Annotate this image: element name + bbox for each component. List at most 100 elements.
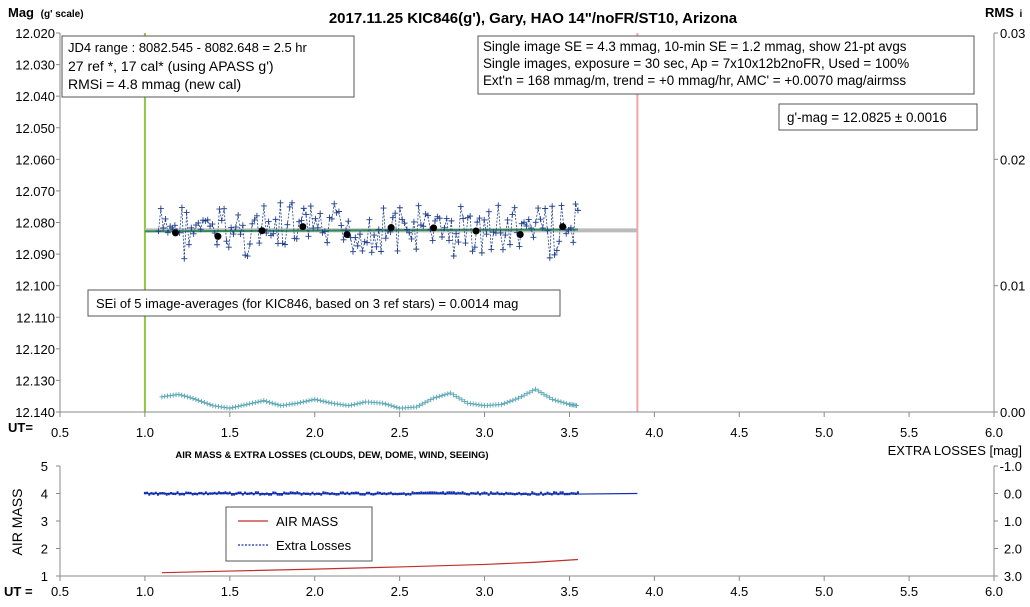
top-magnitude-point (521, 219, 528, 226)
extra-losses-point (402, 492, 405, 495)
refs-text: 27 ref *, 17 cal* (using APASS g') (68, 58, 274, 74)
extra-losses-point (398, 492, 401, 496)
top-y-tick-label: 12.030 (15, 58, 55, 73)
extra-losses-point (263, 492, 266, 496)
top-rms-point (207, 402, 213, 408)
top-rms-point (431, 395, 437, 401)
bottom-x-tick-label: 3.5 (560, 584, 578, 599)
top-magnitude-point (221, 205, 228, 212)
top-magnitude-point (349, 248, 356, 255)
extra-losses-point (248, 492, 251, 495)
top-magnitude-point (516, 243, 523, 250)
top-magnitude-point (214, 241, 221, 248)
extra-losses-point (298, 492, 301, 495)
extra-losses-point (315, 492, 318, 495)
top-magnitude-point (572, 201, 579, 208)
top-rms-point (462, 398, 468, 404)
extra-losses-point (307, 492, 310, 495)
extra-losses-point (237, 491, 240, 494)
extra-losses-point (542, 493, 545, 496)
extra-losses-point (396, 492, 399, 496)
top-magnitude-point (253, 212, 260, 219)
bottom-y2-tick-label: -1.0 (1000, 459, 1022, 474)
extn-text: Ext'n = 168 mmag/m, trend = +0 mmag/hr, … (483, 73, 906, 88)
extra-losses-point (494, 492, 497, 495)
extra-losses-point (167, 492, 170, 496)
top-rms-point (459, 397, 465, 403)
extra-losses-point (520, 492, 523, 496)
top-rms-point (312, 396, 318, 402)
top-rms-point (252, 400, 258, 406)
top-magnitude-point (406, 229, 413, 236)
extra-losses-point (394, 492, 397, 496)
top-y-tick-label: 12.140 (15, 405, 55, 420)
top-magnitude-point (167, 223, 174, 230)
extra-losses-point (424, 491, 427, 495)
extra-losses-point (239, 491, 242, 494)
top-y-tick-label: 12.130 (15, 373, 55, 388)
top-magnitude-point (352, 234, 359, 241)
extra-losses-point (415, 492, 418, 495)
top-rms-point (320, 398, 326, 404)
top-rms-point (298, 400, 304, 406)
top-rms-point (360, 400, 366, 406)
top-x-tick-label: 4.0 (645, 425, 663, 440)
top-magnitude-point (553, 247, 560, 254)
top-rms-point (199, 398, 205, 404)
top-rms-point (513, 396, 519, 402)
top-rms-point (244, 401, 250, 407)
top-rms-point (510, 397, 516, 403)
extra-losses-point (189, 491, 192, 495)
top-average-point (299, 223, 307, 231)
extra-losses-point (170, 491, 173, 495)
extra-losses-point (413, 492, 416, 495)
top-chart-title: 2017.11.25 KIC846(g'), Gary, HAO 14"/noF… (329, 10, 738, 27)
top-magnitude-point (478, 249, 485, 256)
top-magnitude-point (293, 235, 300, 242)
top-rms-point (518, 394, 524, 400)
extra-losses-point (483, 491, 486, 494)
top-magnitude-point (328, 215, 335, 222)
extra-losses-point (350, 491, 353, 495)
extra-losses-point (422, 491, 425, 495)
se-text: Single image SE = 4.3 mmag, 10-min SE = … (483, 39, 907, 54)
top-magnitude-point (324, 239, 331, 246)
extra-losses-point (217, 491, 220, 494)
top-magnitude-point (237, 231, 244, 238)
top-average-point (516, 231, 524, 239)
top-y-tick-label: 12.100 (15, 279, 55, 294)
extra-losses-point (533, 492, 536, 495)
top-rms-point (445, 391, 451, 397)
top-magnitude-point (530, 234, 537, 241)
top-x-tick-label: 2.0 (306, 425, 324, 440)
top-rms-point (346, 403, 352, 409)
top-x-tick-label: 4.5 (730, 425, 748, 440)
extra-losses-point (570, 492, 573, 495)
top-magnitude-point (218, 217, 225, 224)
extra-losses-point (555, 491, 558, 494)
bottom-x-tick-label: 5.5 (900, 584, 918, 599)
extra-losses-point (200, 491, 203, 495)
extra-losses-point (405, 493, 408, 496)
extra-losses-point (344, 492, 347, 495)
top-magnitude-point (244, 253, 251, 260)
top-magnitude-point (284, 221, 291, 228)
extra-losses-point (207, 492, 210, 496)
top-magnitude-point (366, 216, 373, 223)
top-rms-point (532, 386, 538, 392)
top-rms-point (555, 398, 561, 404)
top-magnitude-point (249, 220, 256, 227)
top-magnitude-point (188, 224, 195, 231)
top-y-tick-label: 12.060 (15, 152, 55, 167)
extra-losses-point (361, 493, 364, 496)
extra-losses-point (331, 492, 334, 495)
extra-losses-point (479, 493, 482, 496)
top-magnitude-series (155, 199, 581, 262)
extra-losses-point (426, 491, 429, 494)
extra-losses-point (409, 493, 412, 496)
extra-losses-point (374, 492, 377, 496)
top-y-tick-label: 12.110 (16, 310, 55, 325)
top-magnitude-point (408, 235, 415, 242)
top-rms-point (193, 396, 199, 402)
top-magnitude-point (394, 247, 401, 254)
